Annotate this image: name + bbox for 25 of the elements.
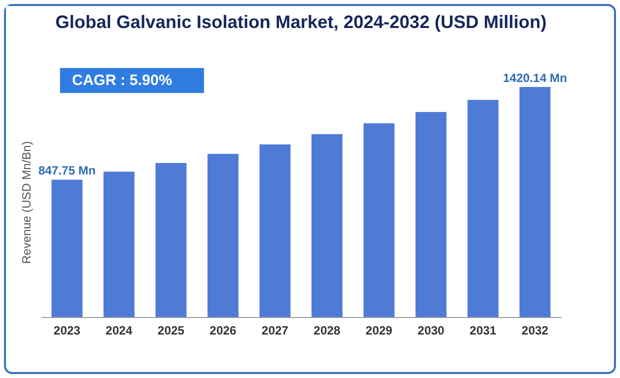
data-label: 847.75 Mn — [38, 164, 96, 178]
x-tick-label: 2028 — [314, 324, 341, 338]
y-axis-title: Revenue (USD Mn/Bn) — [20, 141, 34, 264]
bar — [364, 123, 394, 317]
data-label: 1420.14 Mn — [502, 71, 568, 85]
bar — [468, 100, 498, 317]
x-tick-label: 2027 — [262, 324, 289, 338]
x-tick-label: 2029 — [366, 324, 393, 338]
bar — [416, 112, 446, 317]
bar — [260, 144, 290, 317]
bar — [208, 154, 238, 317]
x-tick-label: 2031 — [470, 324, 497, 338]
x-tick-label: 2030 — [418, 324, 445, 338]
bar — [520, 87, 550, 317]
x-tick-label: 2023 — [54, 324, 81, 338]
bar — [52, 180, 82, 317]
x-tick-label: 2024 — [106, 324, 133, 338]
bar — [104, 172, 134, 317]
x-tick-label: 2025 — [158, 324, 185, 338]
chart-title: Global Galvanic Isolation Market, 2024-2032 (USD Million) — [55, 12, 547, 32]
x-tick-label: 2032 — [522, 324, 549, 338]
bar — [312, 134, 342, 317]
x-tick-label: 2026 — [210, 324, 237, 338]
bar — [156, 162, 186, 317]
annotation: CAGR : 5.90% — [60, 68, 204, 93]
